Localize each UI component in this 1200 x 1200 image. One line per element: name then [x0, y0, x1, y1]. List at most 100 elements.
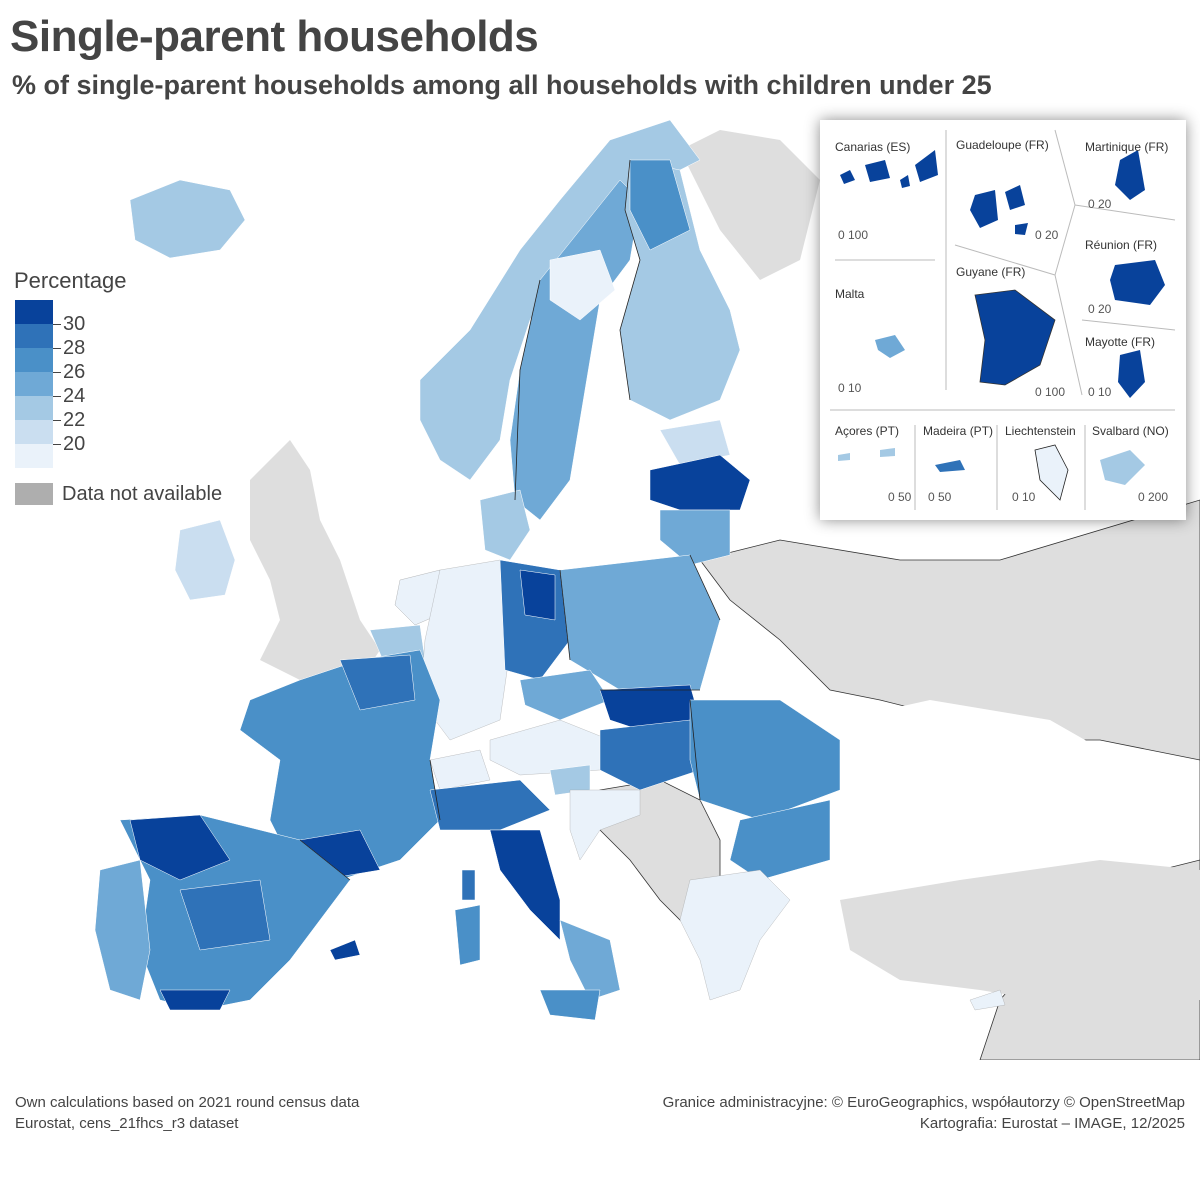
shape-liechtenstein	[1034, 444, 1069, 501]
inset-scale-acores: 0 50	[888, 490, 912, 504]
inset-label-martinique: Martinique (FR)	[1085, 140, 1169, 154]
credits-line-1: Granice administracyjne: © EuroGeographi…	[662, 1094, 1185, 1111]
shape-canarias	[840, 150, 938, 188]
shape-mayotte	[1118, 350, 1145, 398]
shape-martinique	[1115, 150, 1145, 200]
source-line-1: Own calculations based on 2021 round cen…	[15, 1094, 360, 1111]
inset-label-reunion: Réunion (FR)	[1085, 238, 1158, 252]
region-cyprus	[969, 989, 1006, 1011]
inset-scale-guadeloupe: 0 20	[1035, 228, 1059, 242]
map-subtitle: % of single-parent households among all …	[12, 70, 992, 100]
region-croatia	[569, 789, 641, 861]
shape-acores	[838, 448, 895, 461]
region-portugal	[94, 859, 151, 1001]
legend-swatch-20	[15, 420, 53, 444]
region-lithuania	[659, 509, 731, 566]
legend-label-28: 28	[63, 337, 86, 359]
region-finland-lapland	[629, 159, 691, 251]
credits-note: Granice administracyjne: © EuroGeographi…	[663, 1092, 1185, 1134]
region-austria	[489, 719, 611, 776]
shape-reunion	[1110, 260, 1165, 305]
legend-swatch-28	[15, 324, 53, 348]
inset-scale-svalbard: 0 200	[1138, 490, 1169, 504]
region-latvia	[649, 454, 751, 511]
inset-label-guadeloupe: Guadeloupe (FR)	[956, 138, 1049, 152]
legend-swatch-30	[15, 300, 53, 324]
source-line-2: Eurostat, cens_21fhcs_r3 dataset	[15, 1115, 239, 1132]
shape-guyane	[974, 289, 1056, 386]
region-spain-south	[159, 989, 231, 1011]
region-france-north	[339, 654, 416, 711]
credits-line-2: Kartografia: Eurostat – IMAGE, 12/2025	[919, 1115, 1185, 1132]
inset-label-canarias: Canarias (ES)	[835, 140, 911, 154]
inset-scale-reunion: 0 20	[1088, 302, 1112, 316]
inset-scale-guyane: 0 100	[1035, 385, 1066, 399]
inset-label-acores: Açores (PT)	[835, 424, 900, 438]
inset-scale-martinique: 0 20	[1088, 197, 1112, 211]
region-spain-north	[129, 814, 231, 881]
legend-label-24: 24	[63, 385, 86, 407]
region-greece	[679, 869, 791, 1001]
turkey-land	[840, 860, 1200, 1010]
region-denmark	[479, 489, 531, 561]
region-ireland	[174, 519, 236, 601]
region-estonia	[659, 419, 731, 466]
europe-map	[94, 119, 1200, 1060]
inset-scale-mayotte: 0 10	[1088, 385, 1112, 399]
region-sweden	[509, 179, 641, 521]
inset-label-malta: Malta	[835, 287, 865, 301]
legend-na-swatch	[15, 483, 53, 505]
legend-swatch-24	[15, 372, 53, 396]
inset-panel: Canarias (ES) 0 100 Guadeloupe (FR) 0 20…	[820, 120, 1186, 520]
shape-malta	[875, 335, 905, 358]
inset-label-guyane: Guyane (FR)	[956, 265, 1026, 279]
region-iceland	[129, 179, 246, 259]
region-italy-south	[559, 919, 621, 1001]
legend-tick	[53, 348, 61, 349]
legend-na-label: Data not available	[62, 483, 223, 505]
region-czechia	[519, 669, 611, 721]
region-sweden-north	[549, 249, 616, 321]
region-balearics	[329, 939, 361, 961]
region-spain-central	[179, 879, 271, 951]
region-poland	[559, 554, 721, 691]
region-germany-ne	[519, 569, 556, 621]
border-lines	[299, 159, 721, 881]
region-italy-central	[489, 829, 561, 941]
region-sicily	[539, 989, 601, 1021]
legend-swatch-26	[15, 348, 53, 372]
legend-tick	[53, 324, 61, 325]
inset-scale-malta: 0 10	[838, 381, 862, 395]
legend-label-30: 30	[63, 313, 86, 335]
great-britain	[250, 440, 380, 680]
region-romania	[689, 699, 841, 821]
source-note: Own calculations based on 2021 round cen…	[15, 1092, 359, 1134]
shape-svalbard	[1100, 450, 1145, 485]
inset-label-liechtenstein: Liechtenstein	[1005, 424, 1076, 438]
legend-title: Percentage	[14, 268, 127, 293]
legend-label-22: 22	[63, 409, 86, 431]
shape-guadeloupe	[970, 185, 1028, 235]
legend-swatch-below-20	[15, 444, 53, 468]
shape-madeira	[935, 460, 965, 472]
legend-label-20: 20	[63, 433, 86, 455]
inset-scale-madeira: 0 50	[928, 490, 952, 504]
region-hungary	[599, 719, 701, 791]
legend-tick	[53, 420, 61, 421]
region-corsica	[461, 869, 476, 901]
map-title: Single-parent households	[10, 12, 539, 61]
legend-tick	[53, 396, 61, 397]
inset-scale-canarias: 0 100	[838, 228, 869, 242]
region-bulgaria	[729, 799, 831, 881]
inset-dividers	[830, 129, 1176, 510]
legend-swatch-22	[15, 396, 53, 420]
region-italy-north	[429, 779, 551, 831]
legend-tick	[53, 444, 61, 445]
legend-tick	[53, 372, 61, 373]
non-eu-land-north	[680, 130, 820, 280]
inset-label-mayotte: Mayotte (FR)	[1085, 335, 1156, 349]
inset-scale-liechtenstein: 0 10	[1012, 490, 1036, 504]
black-sea	[840, 700, 1120, 860]
legend-label-26: 26	[63, 361, 86, 383]
region-sardinia	[454, 904, 481, 966]
